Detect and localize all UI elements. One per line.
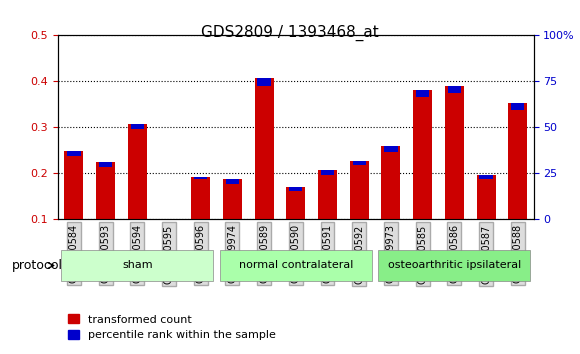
Legend: transformed count, percentile rank within the sample: transformed count, percentile rank withi… <box>64 310 280 345</box>
FancyBboxPatch shape <box>61 250 213 281</box>
Bar <box>67 152 81 156</box>
Bar <box>287 187 305 219</box>
Text: normal contralateral: normal contralateral <box>238 261 353 270</box>
Bar <box>255 78 274 219</box>
Bar <box>162 219 176 223</box>
Bar <box>226 179 239 184</box>
Bar <box>385 146 397 152</box>
Bar <box>350 161 369 219</box>
Bar <box>511 103 524 110</box>
Bar <box>191 177 210 219</box>
Text: protocol: protocol <box>12 259 63 272</box>
Text: osteoarthritic ipsilateral: osteoarthritic ipsilateral <box>387 261 521 270</box>
Text: sham: sham <box>122 261 153 270</box>
Bar <box>289 187 302 192</box>
Bar <box>194 177 207 179</box>
Bar <box>508 103 527 219</box>
Bar <box>448 86 461 93</box>
FancyBboxPatch shape <box>378 250 531 281</box>
Bar <box>382 146 400 219</box>
Bar <box>321 170 334 175</box>
Bar <box>223 179 242 219</box>
Bar <box>477 175 495 219</box>
Bar <box>99 162 112 166</box>
Bar <box>353 161 366 165</box>
Bar <box>128 124 147 219</box>
Bar <box>318 170 337 219</box>
Bar <box>258 78 271 86</box>
Bar <box>413 90 432 219</box>
FancyBboxPatch shape <box>220 250 372 281</box>
Bar <box>130 124 144 129</box>
Text: GDS2809 / 1393468_at: GDS2809 / 1393468_at <box>201 25 379 41</box>
Bar <box>445 86 464 219</box>
Bar <box>96 162 115 219</box>
Bar <box>416 90 429 97</box>
Bar <box>480 175 492 179</box>
Bar <box>64 152 84 219</box>
